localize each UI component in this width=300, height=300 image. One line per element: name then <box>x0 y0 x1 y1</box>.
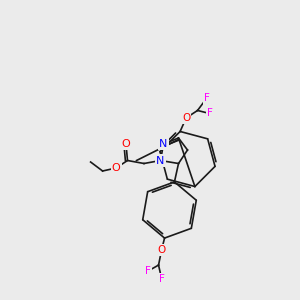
Text: N: N <box>156 155 165 166</box>
Text: F: F <box>204 94 209 103</box>
Text: F: F <box>159 274 164 284</box>
Text: O: O <box>122 139 130 149</box>
Text: O: O <box>158 245 166 255</box>
Text: N: N <box>159 139 168 149</box>
Text: O: O <box>112 163 121 173</box>
Text: F: F <box>207 109 212 118</box>
Text: O: O <box>182 113 190 123</box>
Text: F: F <box>145 266 151 276</box>
